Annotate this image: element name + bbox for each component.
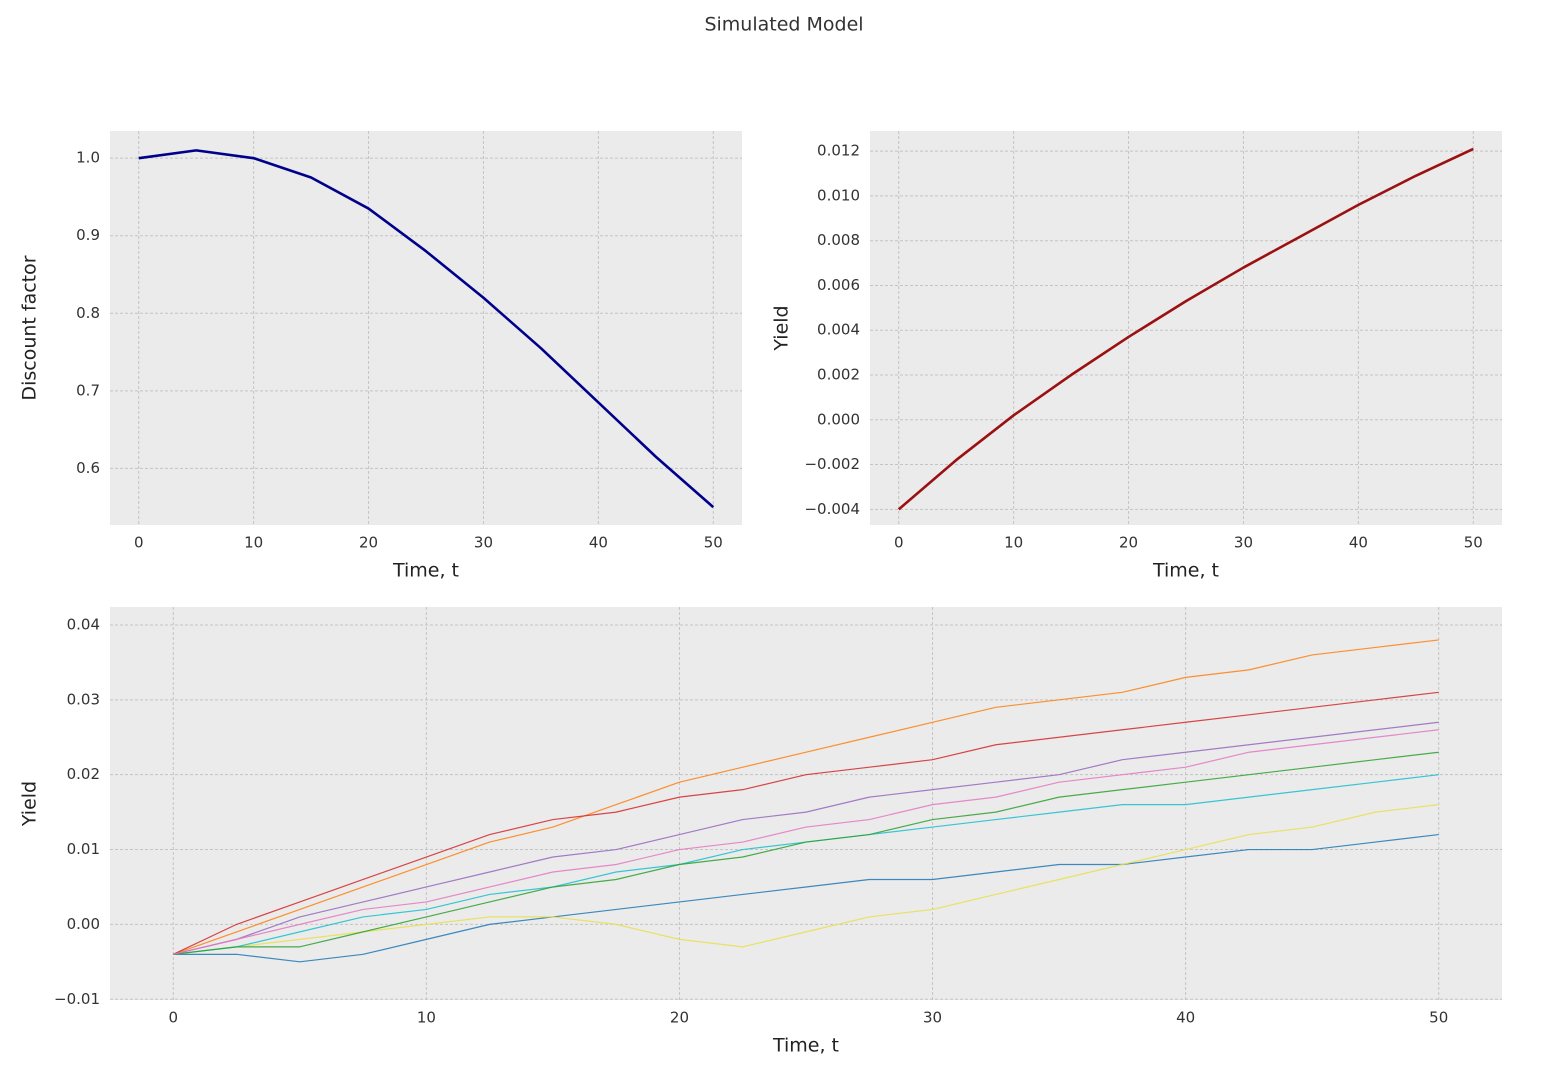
- x-tick-label: 30: [474, 534, 493, 552]
- x-tick-label: 50: [1429, 1009, 1448, 1027]
- x-tick-label: 30: [1234, 534, 1253, 552]
- x-tick-label: 20: [670, 1009, 689, 1027]
- line-series: [173, 833, 1439, 963]
- line-series: [173, 691, 1439, 955]
- x-axis-label: Time, t: [392, 560, 459, 582]
- x-tick-label: 40: [589, 534, 608, 552]
- x-tick-label: 0: [168, 1009, 178, 1027]
- line-series: [138, 149, 715, 509]
- y-tick-label: 0.9: [76, 226, 100, 244]
- y-tick-label: 0.8: [76, 304, 100, 322]
- x-tick-label: 10: [244, 534, 263, 552]
- y-tick-label: 0.02: [67, 765, 100, 783]
- y-tick-label: −0.004: [804, 500, 860, 518]
- x-tick-label: 50: [704, 534, 723, 552]
- x-tick-label: 10: [1004, 534, 1023, 552]
- x-tick-label: 50: [1464, 534, 1483, 552]
- y-tick-label: −0.01: [54, 990, 100, 1008]
- x-tick-label: 40: [1349, 534, 1368, 552]
- plot-area: [110, 131, 742, 525]
- y-tick-label: 0.01: [67, 840, 100, 858]
- x-tick-label: 0: [134, 534, 144, 552]
- y-axis-label: Yield: [771, 305, 793, 351]
- figure-title: Simulated Model: [704, 14, 863, 36]
- x-tick-label: 0: [894, 534, 904, 552]
- y-tick-label: 1.0: [76, 149, 100, 167]
- y-tick-label: 0.03: [67, 690, 100, 708]
- line-series: [173, 804, 1439, 955]
- y-tick-label: 0.012: [817, 142, 860, 160]
- x-tick-label: 10: [417, 1009, 436, 1027]
- y-tick-label: 0.7: [76, 381, 100, 399]
- y-tick-label: 0.004: [817, 321, 860, 339]
- y-tick-label: −0.002: [804, 455, 860, 473]
- line-series: [173, 639, 1439, 955]
- y-tick-label: 0.002: [817, 366, 860, 384]
- y-tick-label: 0.6: [76, 459, 100, 477]
- plot-area: [110, 607, 1502, 1000]
- y-tick-label: 0.008: [817, 231, 860, 249]
- line-series: [173, 729, 1439, 955]
- line-series: [173, 721, 1439, 955]
- line-series: [173, 751, 1439, 955]
- line-series: [897, 147, 1474, 511]
- y-axis-label: Yield: [19, 781, 41, 827]
- y-tick-label: 0.04: [67, 615, 100, 633]
- x-tick-label: 20: [359, 534, 378, 552]
- x-tick-label: 20: [1119, 534, 1138, 552]
- y-tick-label: 0.00: [67, 915, 100, 933]
- x-tick-label: 30: [923, 1009, 942, 1027]
- x-axis-label: Time, t: [1152, 560, 1219, 582]
- y-tick-label: 0.000: [817, 410, 860, 428]
- y-tick-label: 0.006: [817, 276, 860, 294]
- y-axis-label: Discount factor: [19, 255, 41, 400]
- x-tick-label: 40: [1176, 1009, 1195, 1027]
- x-axis-label: Time, t: [772, 1035, 839, 1057]
- y-tick-label: 0.010: [817, 186, 860, 204]
- plot-area: [870, 131, 1502, 525]
